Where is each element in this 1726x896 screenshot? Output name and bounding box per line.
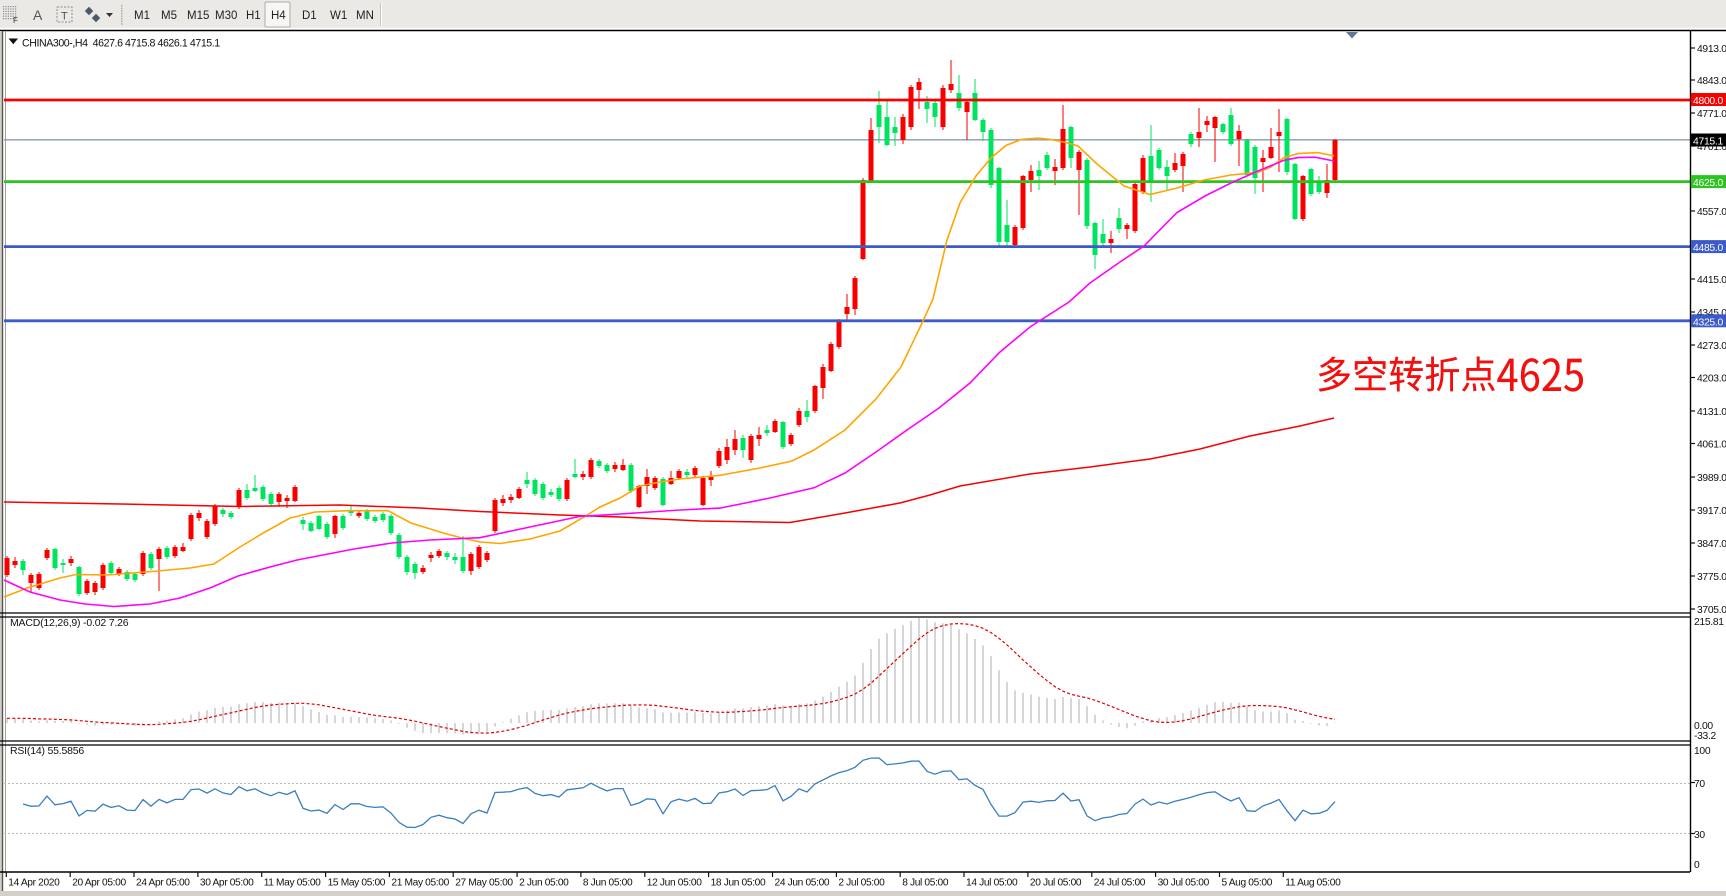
svg-text:2 Jul 05:00: 2 Jul 05:00 (838, 878, 885, 889)
svg-text:30: 30 (1694, 830, 1705, 841)
svg-text:70: 70 (1694, 779, 1705, 790)
svg-text:27 May 05:00: 27 May 05:00 (455, 878, 513, 889)
svg-text:MACD(12,26,9) -0.02 7.26: MACD(12,26,9) -0.02 7.26 (10, 617, 129, 629)
svg-text:4701.0: 4701.0 (1697, 142, 1726, 153)
svg-text:4557.0: 4557.0 (1697, 207, 1726, 218)
svg-text:4273.0: 4273.0 (1697, 341, 1726, 352)
svg-text:12 Jun 05:00: 12 Jun 05:00 (647, 878, 702, 889)
svg-text:215.81: 215.81 (1694, 617, 1724, 628)
svg-text:4131.0: 4131.0 (1697, 407, 1726, 418)
svg-text:RSI(14) 55.5856: RSI(14) 55.5856 (10, 745, 84, 757)
svg-text:M30: M30 (215, 10, 237, 22)
svg-text:30 Apr 05:00: 30 Apr 05:00 (200, 878, 254, 889)
svg-text:30 Jul 05:00: 30 Jul 05:00 (1158, 878, 1210, 889)
svg-text:3917.0: 3917.0 (1697, 506, 1726, 517)
svg-text:2 Jun 05:00: 2 Jun 05:00 (519, 878, 569, 889)
svg-text:CHINA300-,H4 4627.6 4715.8 46: CHINA300-,H4 4627.6 4715.8 4626.1 4715.1 (22, 38, 220, 50)
svg-text:F: F (13, 16, 18, 25)
svg-text:M1: M1 (134, 10, 150, 22)
svg-text:3705.0: 3705.0 (1697, 605, 1726, 616)
svg-text:24 Jul 05:00: 24 Jul 05:00 (1094, 878, 1146, 889)
svg-text:4061.0: 4061.0 (1697, 440, 1726, 451)
svg-text:20 Jul 05:00: 20 Jul 05:00 (1030, 878, 1082, 889)
svg-text:0: 0 (1694, 860, 1700, 871)
svg-text:D1: D1 (302, 10, 317, 22)
svg-text:24 Apr 05:00: 24 Apr 05:00 (136, 878, 190, 889)
svg-text:4843.0: 4843.0 (1697, 76, 1726, 87)
svg-text:H1: H1 (246, 10, 261, 22)
svg-text:4203.0: 4203.0 (1697, 374, 1726, 385)
svg-text:W1: W1 (330, 10, 347, 22)
svg-text:M15: M15 (187, 10, 209, 22)
svg-text:M5: M5 (161, 10, 177, 22)
svg-text:15 May 05:00: 15 May 05:00 (328, 878, 386, 889)
svg-text:-33.2: -33.2 (1694, 731, 1717, 742)
svg-text:4415.0: 4415.0 (1697, 275, 1726, 286)
svg-text:4800.0: 4800.0 (1693, 96, 1724, 107)
svg-text:4913.0: 4913.0 (1697, 44, 1726, 55)
svg-text:11 Aug 05:00: 11 Aug 05:00 (1285, 878, 1341, 889)
svg-text:3989.0: 3989.0 (1697, 473, 1726, 484)
svg-text:4325.0: 4325.0 (1693, 317, 1724, 328)
svg-text:4771.0: 4771.0 (1697, 109, 1726, 120)
svg-text:4625.0: 4625.0 (1693, 178, 1724, 189)
svg-text:MN: MN (356, 10, 374, 22)
svg-text:24 Jun 05:00: 24 Jun 05:00 (775, 878, 830, 889)
svg-text:14 Apr 2020: 14 Apr 2020 (8, 878, 60, 889)
svg-text:4715.1: 4715.1 (1693, 137, 1724, 148)
svg-text:11 May 05:00: 11 May 05:00 (264, 878, 321, 889)
svg-text:3775.0: 3775.0 (1697, 572, 1726, 583)
svg-text:14 Jul 05:00: 14 Jul 05:00 (966, 878, 1018, 889)
svg-text:18 Jun 05:00: 18 Jun 05:00 (711, 878, 766, 889)
svg-text:8 Jul 05:00: 8 Jul 05:00 (902, 878, 949, 889)
svg-text:4485.0: 4485.0 (1693, 243, 1724, 254)
svg-text:100: 100 (1694, 746, 1711, 757)
svg-text:3847.0: 3847.0 (1697, 539, 1726, 550)
svg-text:4345.0: 4345.0 (1697, 308, 1726, 319)
svg-text:H4: H4 (271, 10, 286, 22)
svg-text:A: A (33, 7, 43, 23)
svg-text:5 Aug 05:00: 5 Aug 05:00 (1222, 878, 1273, 889)
svg-text:0.00: 0.00 (1694, 721, 1713, 732)
svg-text:T: T (61, 11, 68, 23)
svg-text:8 Jun 05:00: 8 Jun 05:00 (583, 878, 633, 889)
svg-text:20 Apr 05:00: 20 Apr 05:00 (72, 878, 126, 889)
svg-text:21 May 05:00: 21 May 05:00 (391, 878, 449, 889)
